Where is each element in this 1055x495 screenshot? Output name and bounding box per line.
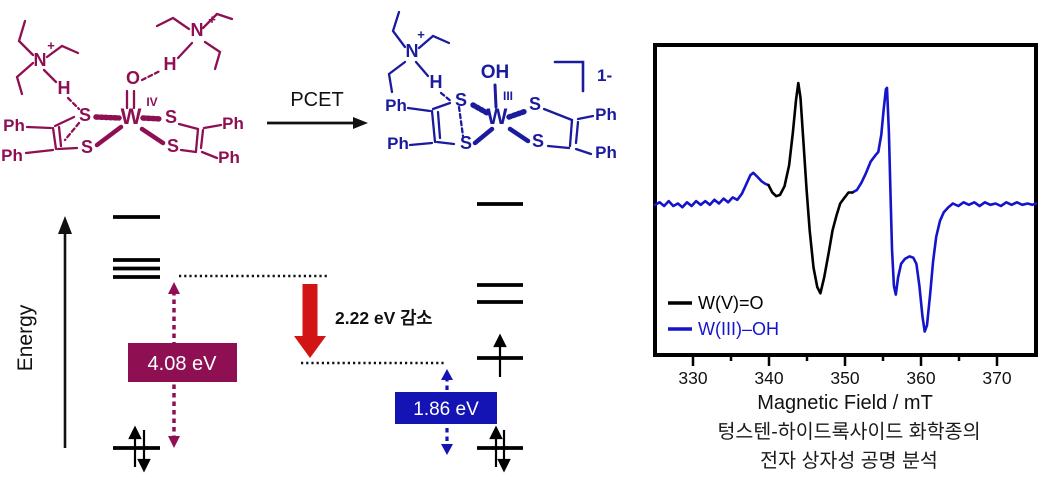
group-Ph: Ph — [595, 143, 617, 162]
oxidation-state: III — [503, 89, 513, 103]
energy-axis: Energy — [14, 216, 72, 448]
group-OH: OH — [481, 62, 510, 83]
gap-arrow-up-icon — [168, 282, 180, 294]
gap-left-label: 4.08 eV — [148, 353, 218, 375]
energy-axis-label: Energy — [14, 304, 37, 371]
electron-single-right — [493, 333, 507, 377]
tick-label: 370 — [982, 368, 1011, 388]
oxidation-state: IV — [146, 95, 157, 109]
gap-right-label: 1.86 eV — [413, 399, 479, 420]
charge-plus: + — [47, 38, 55, 53]
atom-H: H — [58, 78, 71, 98]
x-axis-label: Magnetic Field / mT — [757, 392, 933, 414]
atom-S: S — [165, 107, 177, 127]
x-axis-ticks — [691, 355, 999, 366]
charge-bracket — [553, 60, 585, 93]
atom-H: H — [430, 72, 443, 92]
x-tick-labels: 330 340 350 360 370 — [678, 368, 1011, 388]
atom-S: S — [167, 136, 179, 156]
epr-trace-W(V)=O — [767, 81, 854, 295]
electron-pair-left — [128, 425, 151, 473]
gap-arrow-up-icon — [441, 369, 453, 380]
gap-right-box — [395, 392, 497, 424]
tick-label: 360 — [906, 368, 935, 388]
overall-charge: 1- — [597, 66, 612, 85]
energy-drop: 2.22 eV 감소 — [294, 284, 432, 358]
group-Ph: Ph — [387, 134, 409, 153]
levels-right — [477, 202, 523, 450]
group-Ph: Ph — [3, 116, 25, 135]
group-Ph: Ph — [222, 114, 244, 133]
charge-plus: + — [208, 12, 216, 27]
drop-arrow-shaft — [302, 284, 318, 337]
electron-pair-right — [489, 425, 511, 473]
group-Ph: Ph — [218, 148, 240, 167]
atom-S: S — [79, 105, 91, 125]
arrow-head-icon — [353, 117, 368, 129]
reaction-arrow-label: PCET — [290, 89, 343, 111]
product-structure: N + H Ph Ph S S OH W III S S Ph Ph 1- — [385, 10, 617, 162]
gap-right: 1.86 eV — [395, 369, 497, 455]
reactant-structure: N + H Ph Ph S S O W IV S S Ph Ph H N + — [1, 12, 244, 167]
epr-curves — [653, 81, 1038, 333]
caption-line-2: 전자 상자성 공명 분석 — [760, 450, 938, 473]
atom-S: S — [532, 131, 544, 151]
levels-left — [113, 215, 160, 450]
group-Ph: Ph — [385, 96, 407, 115]
epr-trace-W(III)–OH — [851, 86, 1038, 333]
gap-left: 4.08 eV — [128, 282, 237, 448]
atom-H: H — [164, 54, 177, 74]
atom-S: S — [529, 94, 541, 114]
figure-caption: 텅스텐-하이드록사이드 화학종의 전자 상자성 공명 분석 — [648, 418, 1050, 477]
product-atom-labels: N + H Ph Ph S S OH W III S S Ph Ph 1- — [385, 27, 617, 162]
drop-label: 2.22 eV 감소 — [335, 308, 432, 328]
legend-label-wiiioh: W(III)–OH — [698, 319, 779, 339]
tick-label: 330 — [678, 368, 707, 388]
legend-label-wvo: W(V)=O — [698, 293, 764, 313]
atom-N: N — [191, 20, 204, 40]
product-bonds — [387, 10, 595, 156]
epr-plot: 330 340 350 360 370 Magnetic Field / mT … — [653, 43, 1038, 414]
reactant-bonds — [15, 12, 234, 160]
epr-trace-W(III)–OH — [653, 171, 770, 209]
atom-S: S — [460, 133, 472, 153]
group-Ph: Ph — [1, 146, 23, 165]
atom-S: S — [455, 90, 467, 110]
energy-diagram: Energy 4.08 eV 2.22 eV 감소 — [14, 202, 523, 473]
atom-S: S — [81, 137, 93, 157]
caption-line-1: 텅스텐-하이드록사이드 화학종의 — [717, 421, 981, 443]
gap-arrow-down-icon — [168, 436, 180, 448]
reaction-arrow: PCET — [267, 89, 368, 129]
atom-W: W — [121, 104, 142, 129]
tick-label: 340 — [754, 368, 783, 388]
atom-W: W — [487, 104, 508, 129]
gap-left-box — [128, 343, 237, 382]
atom-N: N — [406, 41, 419, 61]
drop-arrow-head-icon — [294, 336, 326, 358]
reactant-atom-labels: N + H Ph Ph S S O W IV S S Ph Ph H N + — [1, 12, 244, 167]
atom-O: O — [126, 68, 140, 88]
axis-arrow-icon — [58, 216, 72, 234]
tick-label: 350 — [830, 368, 859, 388]
group-Ph: Ph — [595, 105, 617, 124]
gap-arrow-down-icon — [441, 444, 453, 455]
atom-N: N — [34, 50, 47, 70]
epr-legend: W(V)=O W(III)–OH — [668, 293, 779, 339]
charge-plus: + — [417, 27, 425, 42]
